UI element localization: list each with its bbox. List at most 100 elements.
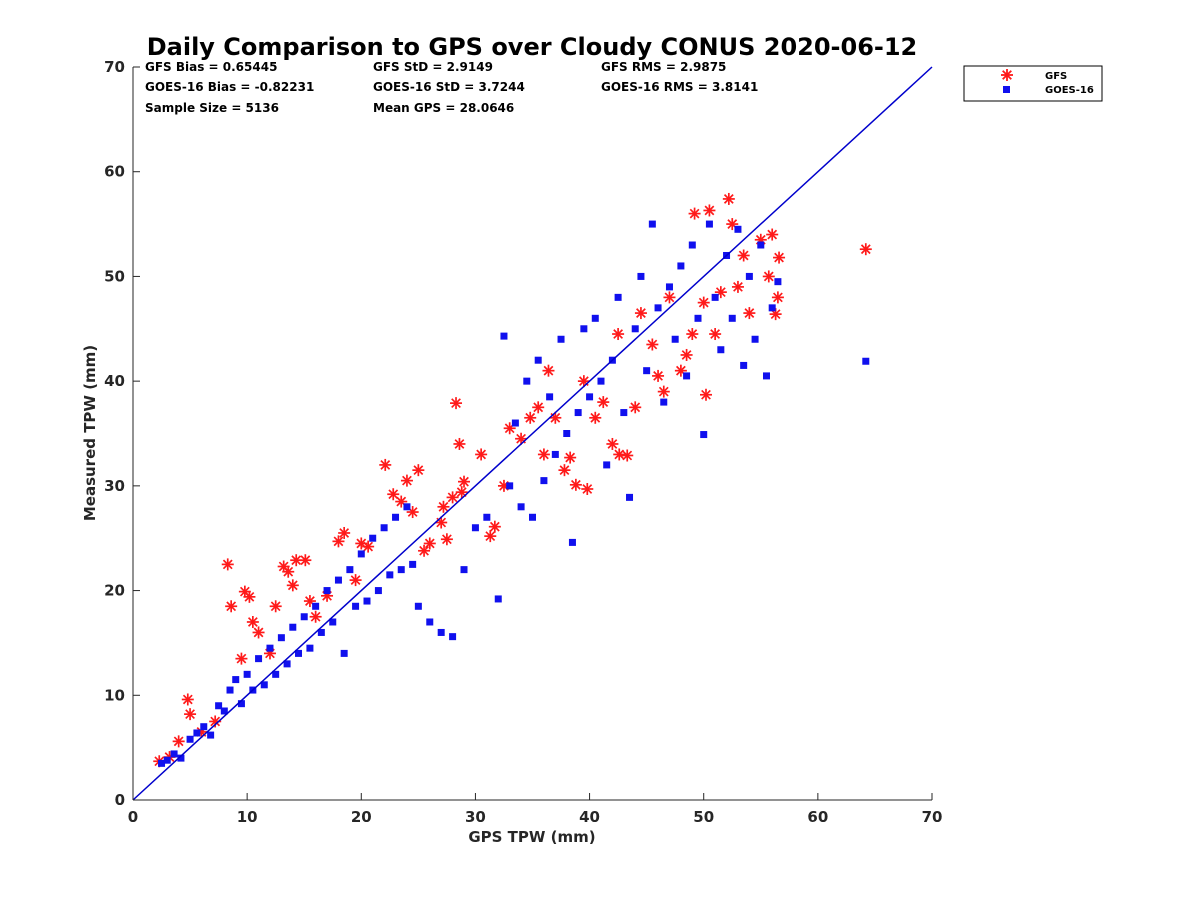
stat-goes-bias: GOES-16 Bias = -0.82231 (145, 80, 314, 94)
y-tick-label: 50 (104, 267, 125, 285)
goes-16-point (517, 503, 525, 511)
y-tick-label: 20 (104, 582, 125, 600)
gfs-point (221, 558, 234, 571)
goes-16-point (317, 628, 325, 636)
stat-goes-rms: GOES-16 RMS = 3.8141 (601, 80, 758, 94)
gfs-point (286, 579, 299, 592)
y-tick-label: 30 (104, 477, 125, 495)
gfs-point (412, 464, 425, 477)
goes-16-point (506, 482, 514, 490)
gfs-point (379, 458, 392, 471)
gfs-point (581, 482, 594, 495)
goes-16-point (289, 623, 297, 631)
goes-16-point (170, 750, 178, 758)
goes-16-point (220, 707, 228, 715)
gfs-point (771, 291, 784, 304)
goes-16-point (551, 450, 559, 458)
goes-16-point (255, 655, 263, 663)
goes-16-point (283, 660, 291, 668)
gfs-point (488, 520, 501, 533)
gfs-point (634, 307, 647, 320)
goes-16-point (397, 566, 405, 574)
goes-16-point (357, 550, 365, 558)
goes-16-point (603, 461, 611, 469)
gfs-point (400, 474, 413, 487)
gfs-point (515, 432, 528, 445)
goes-16-point (591, 314, 599, 322)
gfs-point (235, 652, 248, 665)
goes-16-point (648, 220, 656, 228)
gfs-point (450, 397, 463, 410)
goes-16-point (414, 602, 422, 610)
goes-16-point (483, 513, 491, 521)
gfs-point (184, 708, 197, 721)
goes-16-point (306, 644, 314, 652)
gfs-point (437, 500, 450, 513)
gfs-point (453, 437, 466, 450)
legend-gfs-marker (1001, 69, 1013, 81)
goes-16-point (226, 686, 234, 694)
gfs-point (484, 530, 497, 543)
gfs-point (282, 565, 295, 578)
gfs-point (440, 533, 453, 546)
goes-16-point (523, 377, 531, 385)
goes-16-point (677, 262, 685, 270)
goes-16-point (363, 597, 371, 605)
goes-16-point (494, 595, 502, 603)
gfs-point (243, 590, 256, 603)
legend-goes-label: GOES-16 (1045, 85, 1094, 96)
goes-16-point (740, 361, 748, 369)
gfs-point (299, 554, 312, 567)
y-tick-label: 60 (104, 163, 125, 181)
legend-goes-marker (1003, 86, 1010, 93)
y-tick-label: 10 (104, 686, 125, 704)
goes-16-point (426, 618, 434, 626)
goes-16-point (705, 220, 713, 228)
goes-16-point (597, 377, 605, 385)
gfs-point (569, 478, 582, 491)
gfs-point (362, 540, 375, 553)
x-tick-label: 40 (579, 808, 600, 826)
stats-block: GFS Bias = 0.65445 GFS StD = 2.9149 GFS … (145, 60, 758, 115)
goes-16-point (323, 587, 331, 595)
goes-16-point (568, 538, 576, 546)
series-goes-16 (158, 220, 870, 767)
gfs-point (688, 207, 701, 220)
gfs-point (446, 491, 459, 504)
gfs-point (252, 626, 265, 639)
goes-16-point (557, 335, 565, 343)
gfs-point (697, 296, 710, 309)
gfs-point (269, 600, 282, 613)
stat-sample-size: Sample Size = 5136 (145, 101, 279, 115)
goes-16-point (193, 729, 201, 737)
legend-gfs-label: GFS (1045, 71, 1067, 82)
goes-16-point (295, 649, 303, 657)
goes-16-point (768, 304, 776, 312)
gfs-point (503, 422, 516, 435)
gfs-point (455, 486, 468, 499)
goes-16-point (717, 346, 725, 354)
gfs-point (613, 448, 626, 461)
goes-16-point (700, 431, 708, 439)
gfs-point (657, 385, 670, 398)
goes-16-point (186, 735, 194, 743)
goes-16-point (862, 357, 870, 365)
goes-16-point (329, 618, 337, 626)
gfs-point (743, 307, 756, 320)
goes-16-point (392, 513, 400, 521)
gfs-point (475, 448, 488, 461)
x-tick-label: 60 (807, 808, 828, 826)
goes-16-point (177, 754, 185, 762)
gfs-point (418, 544, 431, 557)
gfs-point (737, 249, 750, 262)
goes-16-point (654, 304, 662, 312)
goes-16-point (346, 566, 354, 574)
goes-16-point (260, 681, 268, 689)
goes-16-point (574, 409, 582, 417)
gfs-point (606, 437, 619, 450)
goes-16-point (614, 293, 622, 301)
goes-16-point (745, 272, 753, 280)
stat-goes-std: GOES-16 StD = 3.7244 (373, 80, 525, 94)
gfs-point (172, 735, 185, 748)
gfs-point (722, 192, 735, 205)
